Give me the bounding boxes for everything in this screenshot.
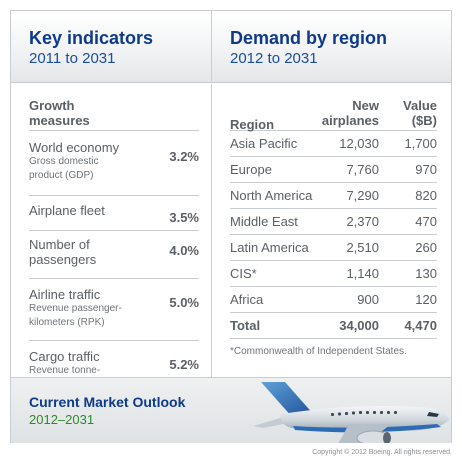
region-name: Africa — [230, 292, 264, 307]
region-value: 1,700 — [404, 136, 437, 151]
region-airplanes: 7,290 — [346, 188, 379, 203]
total-airplanes: 34,000 — [339, 318, 379, 333]
region-airplanes: 7,760 — [346, 162, 379, 177]
table-row: Europe 7,760 970 — [230, 157, 437, 183]
region-name: Asia Pacific — [230, 136, 298, 151]
growth-row-name: World economy — [29, 140, 120, 155]
total-row: Total 34,000 4,470 — [230, 313, 437, 339]
table-row: North America 7,290 820 — [230, 183, 437, 209]
growth-table: Growth measures World economy Gross dome… — [29, 98, 199, 405]
growth-row-value: 3.5% — [169, 210, 199, 225]
footer-subtitle: 2012–2031 — [29, 412, 95, 427]
demand-section: Region New airplanes Value ($B) Asia Pac… — [212, 84, 451, 377]
key-indicators-title: Key indicators — [29, 28, 154, 48]
growth-row-airplane-fleet: Airplane fleet 3.5% — [29, 203, 199, 231]
region-name: CIS* — [230, 266, 257, 281]
col-header-region: Region — [230, 117, 275, 132]
growth-row-name: Number of passengers — [29, 237, 97, 267]
growth-row-name: Airplane fleet — [29, 203, 105, 218]
infographic-panel: Key indicators 2011 to 2031 Demand by re… — [10, 10, 452, 443]
demand-title: Demand by region — [230, 28, 388, 48]
table-row: CIS* 1,140 130 — [230, 261, 437, 287]
key-indicators-header: Key indicators 2011 to 2031 — [11, 11, 211, 83]
region-value: 260 — [415, 240, 437, 255]
growth-row-value: 3.2% — [169, 149, 199, 164]
growth-row-name: Airline traffic — [29, 287, 101, 302]
region-name: Middle East — [230, 214, 298, 229]
region-name: North America — [230, 188, 313, 203]
region-airplanes: 1,140 — [346, 266, 379, 281]
region-value: 470 — [415, 214, 437, 229]
growth-heading: Growth measures — [29, 98, 199, 131]
growth-row-desc: Gross domestic product (GDP) — [29, 156, 99, 181]
key-indicators-subtitle: 2011 to 2031 — [29, 50, 116, 67]
header-divider — [211, 11, 212, 83]
region-value: 120 — [415, 292, 437, 307]
cis-footnote: *Commonwealth of Independent States. — [230, 346, 407, 357]
growth-row-value: 5.2% — [169, 357, 199, 372]
region-airplanes: 900 — [357, 292, 379, 307]
growth-row-desc: Revenue passenger- kilometers (RPK) — [29, 303, 122, 328]
col-header-new-airplanes: New airplanes — [321, 98, 379, 128]
region-value: 130 — [415, 266, 437, 281]
demand-table: Region New airplanes Value ($B) Asia Pac… — [230, 98, 437, 357]
region-name: Europe — [230, 162, 272, 177]
airplane-illustration — [253, 382, 449, 443]
footer-title: Current Market Outlook — [29, 394, 186, 410]
table-row: Africa 900 120 — [230, 287, 437, 313]
growth-row-value: 5.0% — [169, 295, 199, 310]
region-airplanes: 12,030 — [339, 136, 379, 151]
growth-row-world-economy: World economy Gross domestic product (GD… — [29, 140, 199, 196]
region-name: Latin America — [230, 240, 309, 255]
growth-row-airline-traffic: Airline traffic Revenue passenger- kilom… — [29, 287, 199, 341]
body-divider — [211, 84, 212, 377]
demand-table-header: Region New airplanes Value ($B) — [230, 98, 437, 132]
header-bar: Key indicators 2011 to 2031 Demand by re… — [11, 11, 451, 83]
total-label: Total — [230, 318, 261, 333]
demand-header: Demand by region 2012 to 2031 — [212, 11, 451, 83]
growth-row-value: 4.0% — [169, 243, 199, 258]
demand-subtitle: 2012 to 2031 — [230, 50, 318, 67]
region-airplanes: 2,510 — [346, 240, 379, 255]
copyright-text: Copyright © 2012 Boeing. All rights rese… — [312, 449, 452, 456]
region-value: 820 — [415, 188, 437, 203]
region-airplanes: 2,370 — [346, 214, 379, 229]
col-header-value: Value ($B) — [403, 98, 437, 128]
total-value: 4,470 — [404, 318, 437, 333]
growth-section: Growth measures World economy Gross dome… — [11, 84, 211, 390]
region-value: 970 — [415, 162, 437, 177]
growth-row-name: Cargo traffic — [29, 349, 100, 364]
table-row: Asia Pacific 12,030 1,700 — [230, 131, 437, 157]
table-row: Latin America 2,510 260 — [230, 235, 437, 261]
growth-row-passengers: Number of passengers 4.0% — [29, 237, 199, 279]
footer-banner: Current Market Outlook 2012–2031 — [11, 377, 451, 443]
table-row: Middle East 2,370 470 — [230, 209, 437, 235]
